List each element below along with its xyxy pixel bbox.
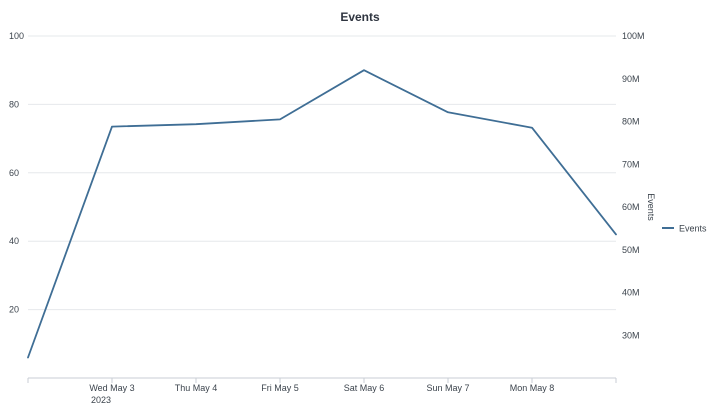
right-y-axis: 100M 90M 80M 70M 60M 50M 40M 30M	[622, 31, 645, 340]
right-y-tick-label: 50M	[622, 245, 640, 255]
right-y-tick-label: 70M	[622, 159, 640, 169]
right-y-tick-label: 80M	[622, 117, 640, 127]
left-y-tick-label: 20	[9, 305, 19, 315]
x-tick-label: Thu May 4	[175, 383, 218, 393]
x-tick-label: Wed May 3	[89, 383, 134, 393]
left-y-axis: 100 80 60 40 20	[9, 31, 24, 315]
legend[interactable]: Events	[662, 224, 707, 234]
x-tick-label: Mon May 8	[510, 383, 555, 393]
right-y-tick-label: 40M	[622, 288, 640, 298]
x-tick-label: Sun May 7	[426, 383, 469, 393]
x-axis: Wed May 3 2023 Thu May 4 Fri May 5 Sat May 6…	[27, 377, 617, 405]
legend-label-events: Events	[679, 224, 707, 234]
left-y-tick-label: 80	[9, 99, 19, 109]
chart-title: Events	[340, 10, 380, 24]
right-y-tick-label: 100M	[622, 31, 645, 41]
right-y-tick-label: 30M	[622, 330, 640, 340]
x-tick-label: Fri May 5	[261, 383, 299, 393]
right-y-axis-label: Events	[646, 193, 656, 221]
left-y-tick-label: 60	[9, 168, 19, 178]
series-layer	[27, 69, 617, 359]
grid-lines	[28, 35, 616, 311]
x-tick-label: Sat May 6	[344, 383, 385, 393]
left-y-tick-label: 40	[9, 236, 19, 246]
right-y-tick-label: 60M	[622, 202, 640, 212]
right-y-tick-label: 90M	[622, 74, 640, 84]
series-line-events	[27, 69, 617, 359]
x-tick-sublabel: 2023	[91, 395, 111, 405]
left-y-tick-label: 100	[9, 31, 24, 41]
